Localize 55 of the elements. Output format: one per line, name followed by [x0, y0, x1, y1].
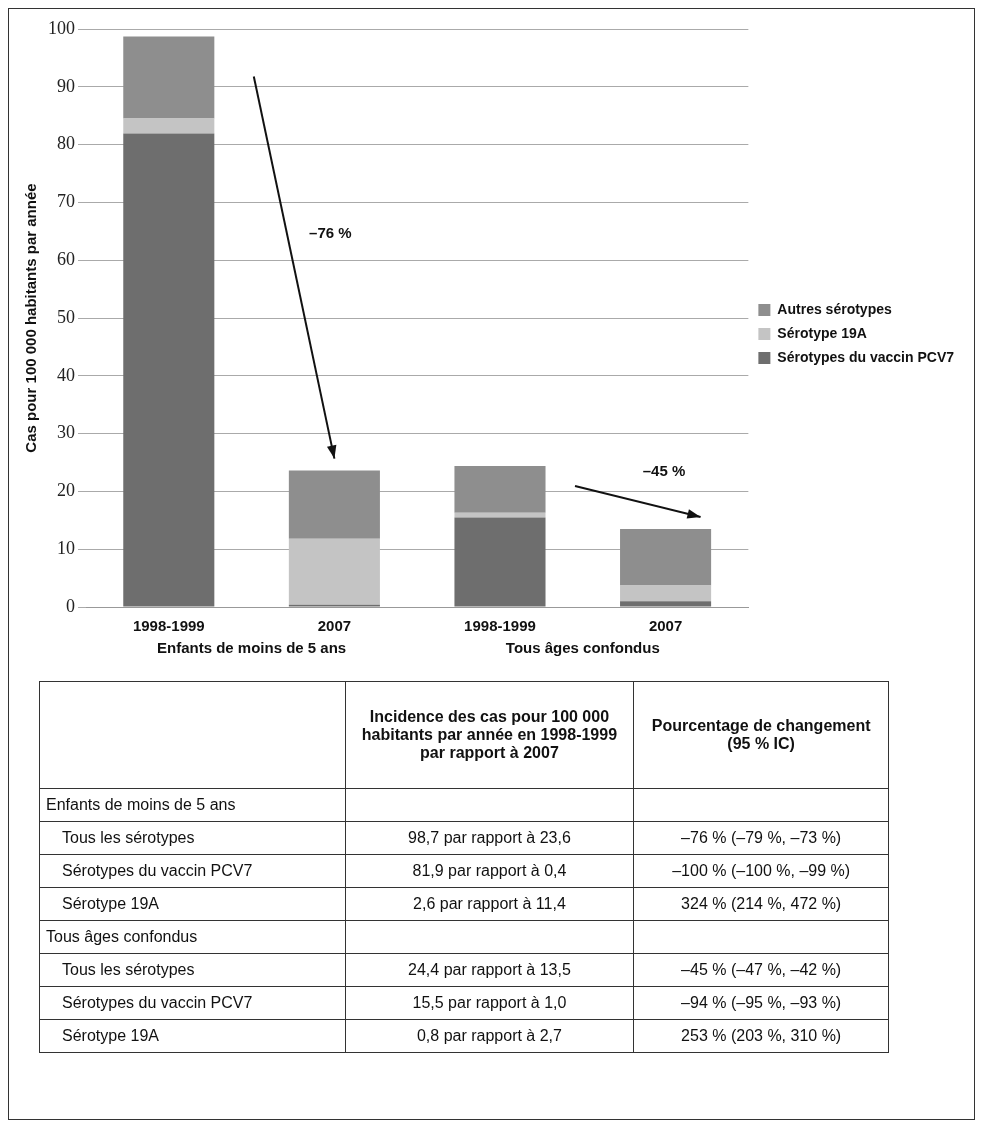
- x-tick-label: 2007: [317, 617, 352, 635]
- text: Pourcentage de changement (95 % IC): [633, 681, 889, 789]
- annotation: –76 %: [309, 223, 352, 241]
- x-tick-label: 1998-1999: [464, 617, 536, 635]
- bar: [454, 465, 546, 513]
- text: –76 % (–79 %, –73 %): [633, 821, 889, 855]
- bar: [454, 517, 546, 607]
- text: Tous âges confondus: [505, 639, 660, 656]
- text: 24,4 par rapport à 13,5: [345, 953, 634, 987]
- annotation: –45 %: [642, 461, 686, 479]
- legend-label: Sérotype 19A: [777, 324, 867, 341]
- text: Tous les sérotypes: [39, 821, 346, 855]
- legend-label: Autres sérotypes: [777, 300, 892, 317]
- y-tick-label: 0: [66, 595, 75, 616]
- bar: [288, 538, 380, 605]
- text: 0,8 par rapport à 2,7: [345, 1019, 634, 1053]
- x-tick-label: 2007: [648, 617, 683, 635]
- text: Enfants de moins de 5 ans: [39, 788, 346, 822]
- bar: [123, 118, 215, 134]
- text: Tous les sérotypes: [39, 953, 346, 987]
- y-tick-label: 10: [57, 537, 75, 558]
- bar: [620, 585, 712, 602]
- text: Enfants de moins de 5 ans: [156, 639, 347, 656]
- bar: [123, 36, 215, 119]
- legend-label: Sérotypes du vaccin PCV7: [777, 348, 955, 365]
- y-tick-label: 20: [57, 480, 75, 501]
- y-tick-label: 40: [57, 364, 75, 385]
- text: 324 % (214 %, 472 %): [633, 887, 889, 921]
- text: –100 % (–100 %, –99 %): [633, 854, 889, 888]
- text: 98,7 par rapport à 23,6: [345, 821, 634, 855]
- text: 81,9 par rapport à 0,4: [345, 854, 634, 888]
- bar: [620, 601, 712, 607]
- y-axis-title: Cas pour 100 000 habitants par année: [22, 183, 40, 453]
- text: –94 % (–95 %, –93 %): [633, 986, 889, 1020]
- text: –45 % (–47 %, –42 %): [633, 953, 889, 987]
- y-tick-label: 70: [57, 191, 75, 212]
- text: 2,6 par rapport à 11,4: [345, 887, 634, 921]
- text: 253 % (203 %, 310 %): [633, 1019, 889, 1053]
- text: Incidence des cas pour 100 000 habitants par année en 1998-1999 par rapport à 2007: [345, 681, 634, 789]
- y-tick-label: 90: [57, 75, 75, 96]
- text: Sérotype 19A: [39, 887, 346, 921]
- text: Tous âges confondus: [39, 920, 346, 954]
- bar: [288, 470, 380, 539]
- text: Sérotypes du vaccin PCV7: [39, 854, 346, 888]
- y-tick-label: 30: [57, 422, 75, 443]
- y-tick-label: 50: [57, 306, 75, 327]
- text: 15,5 par rapport à 1,0: [345, 986, 634, 1020]
- x-tick-label: 1998-1999: [132, 617, 205, 635]
- text: Sérotypes du vaccin PCV7: [39, 986, 346, 1020]
- y-tick-label: 80: [57, 133, 75, 154]
- text: Sérotype 19A: [39, 1019, 346, 1053]
- bar: [620, 528, 712, 586]
- y-tick-label: 60: [57, 248, 75, 269]
- y-tick-label: 100: [48, 17, 75, 38]
- bar: [123, 133, 215, 607]
